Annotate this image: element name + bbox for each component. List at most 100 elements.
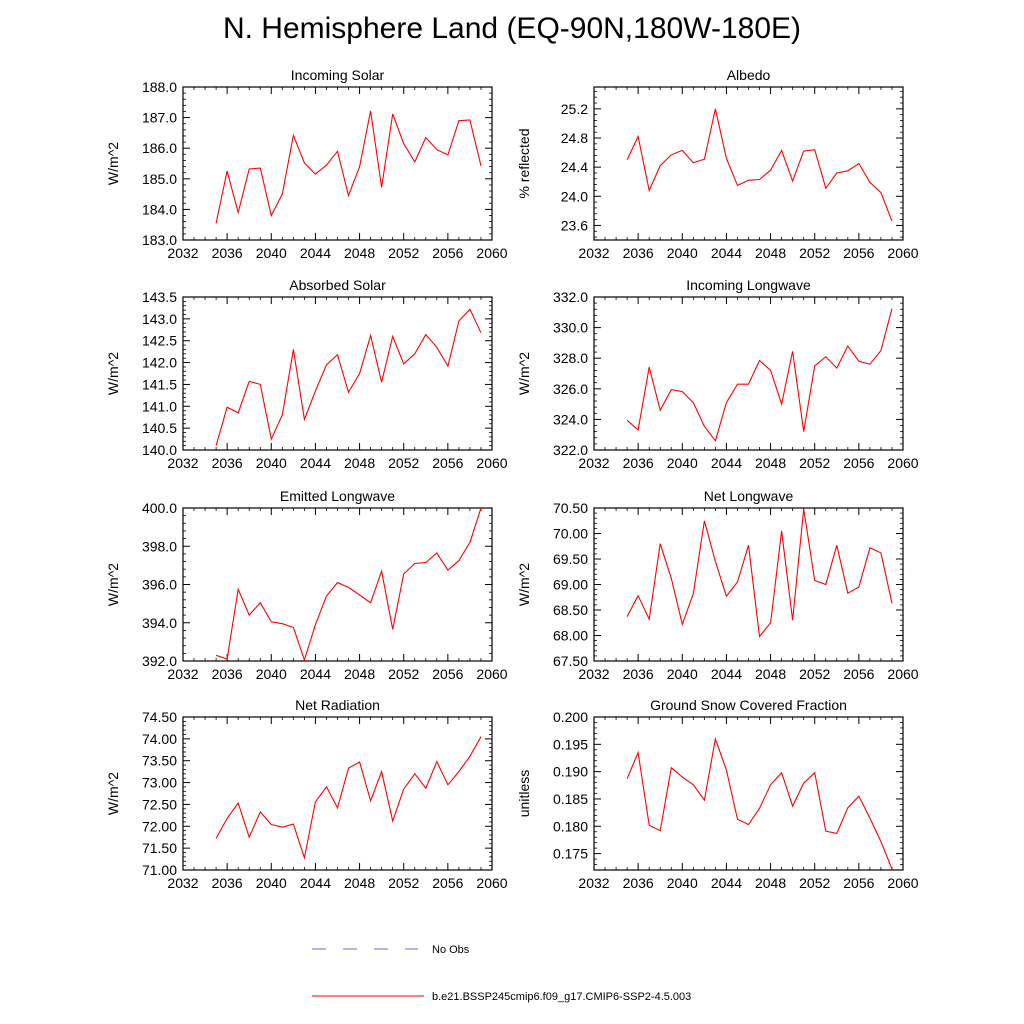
series-line (626, 108, 893, 222)
x-tick-label: 2040 (256, 245, 287, 261)
panel-7: Net Radiation W/m^2 2032 2036 2040 2044 2048 20… (105, 697, 508, 891)
y-axis-label: W/m^2 (105, 772, 121, 815)
x-tick-label: 2032 (167, 875, 198, 891)
legend-obs-label: No Obs (432, 944, 470, 956)
x-tick-label: 2060 (887, 455, 918, 471)
y-axis-label: W/m^2 (105, 352, 121, 395)
series-line (626, 736, 893, 870)
plot-frame (593, 716, 904, 871)
y-tick-label: 186.0 (142, 140, 177, 156)
legend-model-label: b.e21.BSSP245cmip6.f09_g17.CMIP6-SSP2-4.… (432, 991, 691, 1003)
y-tick-label: 68.50 (553, 602, 588, 618)
x-tick-label: 2040 (256, 666, 287, 682)
plot-frame (593, 86, 904, 241)
plot-frame (593, 296, 904, 451)
y-tick-label: 141.5 (142, 376, 177, 392)
x-tick-label: 2044 (711, 666, 742, 682)
y-tick-label: 184.0 (142, 201, 177, 217)
x-tick-label: 2052 (799, 455, 830, 471)
y-tick-label: 71.00 (142, 862, 177, 878)
y-tick-label: 183.0 (142, 232, 177, 248)
x-tick-label: 2056 (843, 666, 874, 682)
y-tick-label: 142.5 (142, 333, 177, 349)
x-tick-label: 2040 (667, 875, 698, 891)
panel-4: Incoming Longwave W/m^2 2032 2036 2040 2044 20… (516, 277, 919, 471)
x-tick-label: 2048 (344, 666, 375, 682)
y-tick-label: 67.50 (553, 653, 588, 669)
series-line (215, 736, 482, 860)
y-tick-label: 23.6 (561, 217, 588, 233)
plot-frame (182, 507, 493, 662)
y-axis-label: W/m^2 (516, 563, 532, 606)
x-tick-label: 2060 (887, 666, 918, 682)
y-tick-label: 70.00 (553, 526, 588, 542)
y-tick-label: 188.0 (142, 79, 177, 95)
series-line (626, 508, 893, 638)
y-tick-label: 0.180 (553, 818, 588, 834)
x-tick-label: 2032 (578, 666, 609, 682)
y-tick-label: 324.0 (553, 411, 588, 427)
x-tick-label: 2056 (432, 455, 463, 471)
y-tick-label: 187.0 (142, 110, 177, 126)
y-tick-label: 392.0 (142, 653, 177, 669)
series-line (215, 308, 482, 446)
y-tick-label: 398.0 (142, 538, 177, 554)
y-tick-label: 72.50 (142, 796, 177, 812)
x-tick-label: 2056 (432, 666, 463, 682)
y-axis-label: unitless (516, 770, 532, 817)
x-tick-label: 2060 (476, 455, 507, 471)
y-tick-label: 143.5 (142, 289, 177, 305)
x-tick-label: 2032 (578, 875, 609, 891)
x-tick-label: 2052 (799, 875, 830, 891)
x-tick-label: 2044 (711, 245, 742, 261)
y-tick-label: 322.0 (553, 442, 588, 458)
x-tick-label: 2036 (623, 455, 654, 471)
y-tick-label: 25.2 (561, 101, 588, 117)
plot-frame (593, 507, 904, 662)
y-tick-label: 68.00 (553, 628, 588, 644)
y-tick-label: 73.50 (142, 753, 177, 769)
panel-8: Ground Snow Covered Fraction unitless 2032… (516, 697, 919, 891)
y-tick-label: 71.50 (142, 840, 177, 856)
x-tick-label: 2056 (843, 875, 874, 891)
y-tick-label: 0.190 (553, 764, 588, 780)
y-axis-label: W/m^2 (516, 352, 532, 395)
x-tick-label: 2052 (799, 245, 830, 261)
figure-title: N. Hemisphere Land (EQ-90N,180W-180E) (222, 12, 802, 45)
x-tick-label: 2052 (388, 455, 419, 471)
y-axis-label: W/m^2 (105, 142, 121, 185)
x-tick-label: 2040 (256, 455, 287, 471)
x-tick-label: 2048 (755, 245, 786, 261)
legend: No Obs b.e21.BSSP245cmip6.f09_g17.CMIP6-S… (312, 944, 691, 1003)
panel-6: Net Longwave W/m^2 2032 2036 2040 2044 2048 205… (516, 488, 919, 682)
series-line (215, 507, 482, 662)
y-tick-label: 74.50 (142, 709, 177, 725)
x-tick-label: 2060 (476, 875, 507, 891)
y-tick-label: 24.4 (561, 159, 588, 175)
x-tick-label: 2060 (476, 245, 507, 261)
x-tick-label: 2052 (388, 666, 419, 682)
x-tick-label: 2032 (167, 245, 198, 261)
x-tick-label: 2048 (755, 666, 786, 682)
x-tick-label: 2040 (667, 666, 698, 682)
plot-frame (182, 716, 493, 871)
x-tick-label: 2044 (300, 455, 331, 471)
x-tick-label: 2040 (667, 455, 698, 471)
y-tick-label: 332.0 (553, 289, 588, 305)
x-tick-label: 2052 (388, 245, 419, 261)
x-tick-label: 2052 (388, 875, 419, 891)
y-tick-label: 74.00 (142, 731, 177, 747)
x-tick-label: 2044 (711, 455, 742, 471)
y-tick-label: 24.0 (561, 188, 588, 204)
x-tick-label: 2036 (623, 245, 654, 261)
x-tick-label: 2048 (755, 875, 786, 891)
y-tick-label: 69.00 (553, 577, 588, 593)
x-tick-label: 2044 (300, 245, 331, 261)
x-tick-label: 2056 (432, 245, 463, 261)
x-tick-label: 2048 (344, 245, 375, 261)
plot-frame (182, 86, 493, 241)
y-tick-label: 69.50 (553, 551, 588, 567)
panel-3: Absorbed Solar W/m^2 2032 2036 2040 2044 2048 2… (105, 277, 508, 471)
x-tick-label: 2036 (212, 245, 243, 261)
panel-1: Incoming Solar W/m^2 2032 2036 2040 2044 2048 2… (105, 67, 508, 261)
